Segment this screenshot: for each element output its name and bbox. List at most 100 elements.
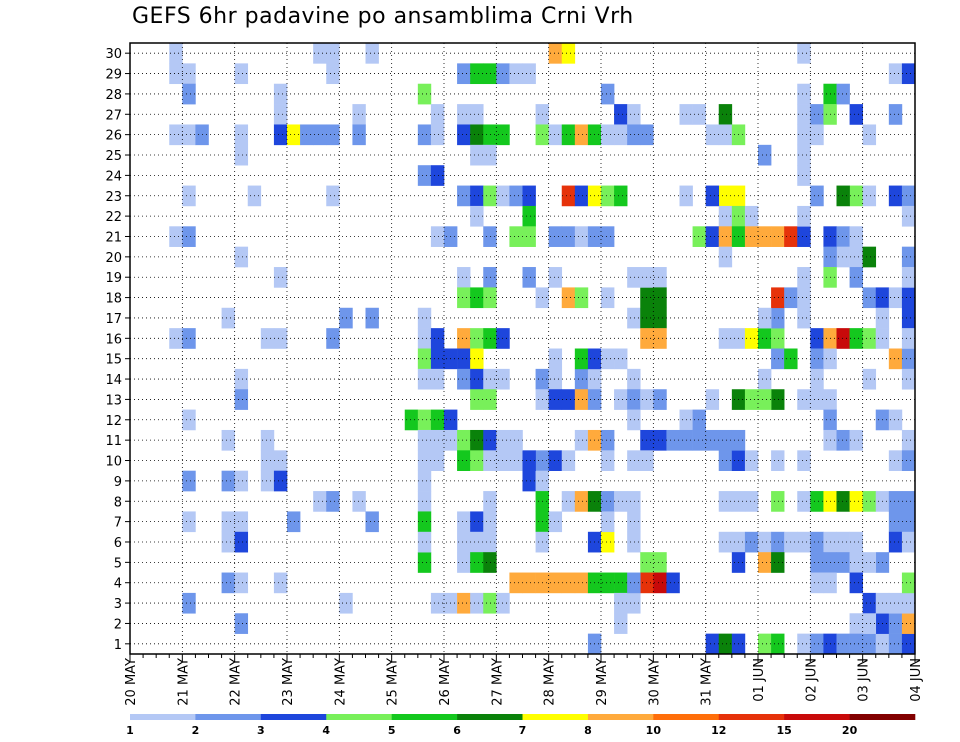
heatmap-cell [417, 429, 432, 451]
colorbar-segment [326, 714, 392, 720]
heatmap-cell [810, 389, 824, 410]
heatmap-cell [771, 491, 785, 512]
heatmap-cell [627, 307, 641, 329]
heatmap-cell [496, 429, 510, 451]
heatmap-cell [522, 63, 536, 85]
heatmap-cell [182, 63, 196, 85]
heatmap-cell [744, 389, 759, 410]
heatmap-cell [483, 491, 497, 512]
heatmap-cell [260, 429, 275, 451]
heatmap-cell [548, 511, 563, 533]
heatmap-cell [718, 124, 733, 146]
heatmap-cell [561, 389, 576, 410]
heatmap-cell [614, 572, 628, 594]
heatmap-cell [771, 307, 785, 329]
y-tick-label: 8 [114, 495, 122, 510]
grid-layer [130, 43, 915, 654]
heatmap-cell [888, 185, 903, 207]
heatmap-cell [758, 552, 772, 573]
heatmap-cell [888, 104, 903, 125]
heatmap-cell [627, 409, 641, 431]
y-tick-label: 7 [114, 516, 122, 531]
heatmap-cell [169, 43, 183, 64]
heatmap-cell [771, 389, 785, 410]
heatmap-cell [522, 267, 536, 288]
x-tick-label: 01 JUN [752, 658, 767, 702]
y-tick-label: 12 [105, 414, 122, 429]
x-tick-label: 27 MAY [490, 658, 505, 706]
heatmap-cell [797, 491, 811, 512]
heatmap-cell [457, 552, 471, 573]
heatmap-cell [901, 185, 916, 207]
heatmap-cell [614, 592, 628, 614]
colorbar-label: 5 [388, 724, 396, 737]
heatmap-cell [810, 531, 824, 553]
y-tick-label: 10 [105, 455, 122, 470]
heatmap-cell [810, 104, 824, 125]
heatmap-cell [810, 491, 824, 512]
heatmap-cell [234, 368, 249, 390]
heatmap-cell [849, 429, 863, 451]
heatmap-cell [417, 470, 432, 492]
heatmap-cell [601, 226, 615, 247]
heatmap-cell [182, 409, 196, 431]
heatmap-cell [574, 124, 589, 146]
heatmap-cell [758, 307, 772, 329]
colorbar-segment [391, 714, 458, 720]
heatmap-cell [744, 205, 759, 227]
heatmap-cell [836, 491, 850, 512]
heatmap-cell [718, 226, 733, 247]
heatmap-cell [470, 144, 484, 166]
colorbar-segment [457, 714, 523, 720]
heatmap-cell [836, 226, 850, 247]
heatmap-cell [234, 531, 249, 553]
heatmap-cell [326, 328, 340, 349]
heatmap-cell [627, 124, 641, 146]
heatmap-cell [888, 63, 903, 85]
heatmap-cell [430, 226, 445, 247]
heatmap-cell [483, 185, 497, 207]
heatmap-cell [574, 389, 589, 410]
heatmap-cell [888, 613, 903, 634]
heatmap-cell [810, 185, 824, 207]
heatmap-cell [326, 63, 340, 85]
heatmap-cell [862, 592, 877, 614]
heatmap-cell [771, 552, 785, 573]
heatmap-cell [797, 124, 811, 146]
heatmap-cell [797, 389, 811, 410]
heatmap-cell [901, 633, 916, 655]
heatmap-cell [810, 633, 824, 655]
heatmap-cell [836, 83, 850, 105]
heatmap-cell [601, 572, 615, 594]
heatmap-cell [574, 226, 589, 247]
heatmap-cell [430, 124, 445, 146]
heatmap-cell [901, 246, 916, 268]
heatmap-cell [509, 450, 523, 471]
x-axis: 20 MAY 21 MAY 22 MAY 23 MAY 24 MAY 25 MAY 26 M… [124, 654, 924, 706]
heatmap-cell [692, 429, 706, 451]
heatmap-cell [182, 124, 196, 146]
heatmap-cell [234, 389, 249, 410]
heatmap-cell [653, 572, 667, 594]
heatmap-cell [561, 124, 576, 146]
heatmap-cell [797, 450, 811, 471]
heatmap-cell [430, 409, 445, 431]
heatmap-cell [797, 83, 811, 105]
heatmap-cell [705, 429, 720, 451]
heatmap-cell [849, 185, 863, 207]
heatmap-cell [718, 633, 733, 655]
heatmap-cell [561, 572, 576, 594]
heatmap-cell [574, 348, 589, 370]
y-tick-label: 11 [105, 434, 122, 449]
heatmap-cell [417, 348, 432, 370]
heatmap-cell [273, 572, 288, 594]
y-tick-label: 2 [114, 617, 122, 632]
heatmap-cell [601, 124, 615, 146]
heatmap-cell [771, 450, 785, 471]
heatmap-cell [273, 104, 288, 125]
heatmap-cell [744, 328, 759, 349]
x-tick-label: 23 MAY [281, 658, 296, 706]
heatmap-cell [561, 226, 576, 247]
heatmap-cell [457, 267, 471, 288]
heatmap-cell [457, 287, 471, 309]
